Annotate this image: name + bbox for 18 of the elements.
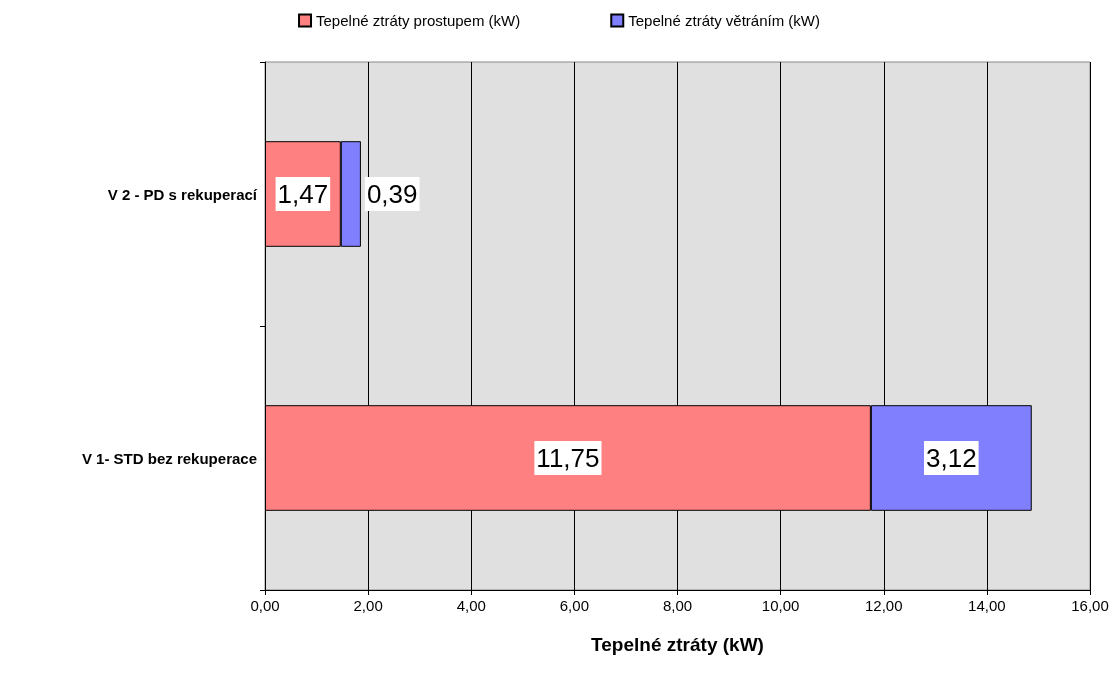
- y-tick-label: V 1- STD bez rekuperace: [81, 449, 257, 467]
- x-tick-label: 4,00: [456, 597, 486, 614]
- legend-label: Tepelné ztráty větráním (kW): [628, 12, 820, 29]
- x-tick-label: 16,00: [1071, 597, 1109, 614]
- legend-label: Tepelné ztráty prostupem (kW): [316, 12, 521, 29]
- x-tick-label: 2,00: [353, 597, 383, 614]
- data-label: 1,47: [277, 179, 329, 209]
- data-label: 3,12: [925, 443, 977, 473]
- x-tick-label: 12,00: [864, 597, 903, 614]
- x-tick-label: 0,00: [250, 597, 280, 614]
- data-label: 0,39: [366, 179, 418, 209]
- x-tick-label: 6,00: [559, 597, 589, 614]
- y-tick-label: V 2 - PD s rekuperací: [107, 185, 258, 203]
- x-tick-label: 8,00: [662, 597, 693, 614]
- x-axis-title: Tepelné ztráty (kW): [591, 634, 764, 655]
- x-tick-label: 14,00: [968, 597, 1006, 614]
- x-tick-label: 10,00: [761, 597, 800, 614]
- data-label: 11,75: [536, 443, 600, 473]
